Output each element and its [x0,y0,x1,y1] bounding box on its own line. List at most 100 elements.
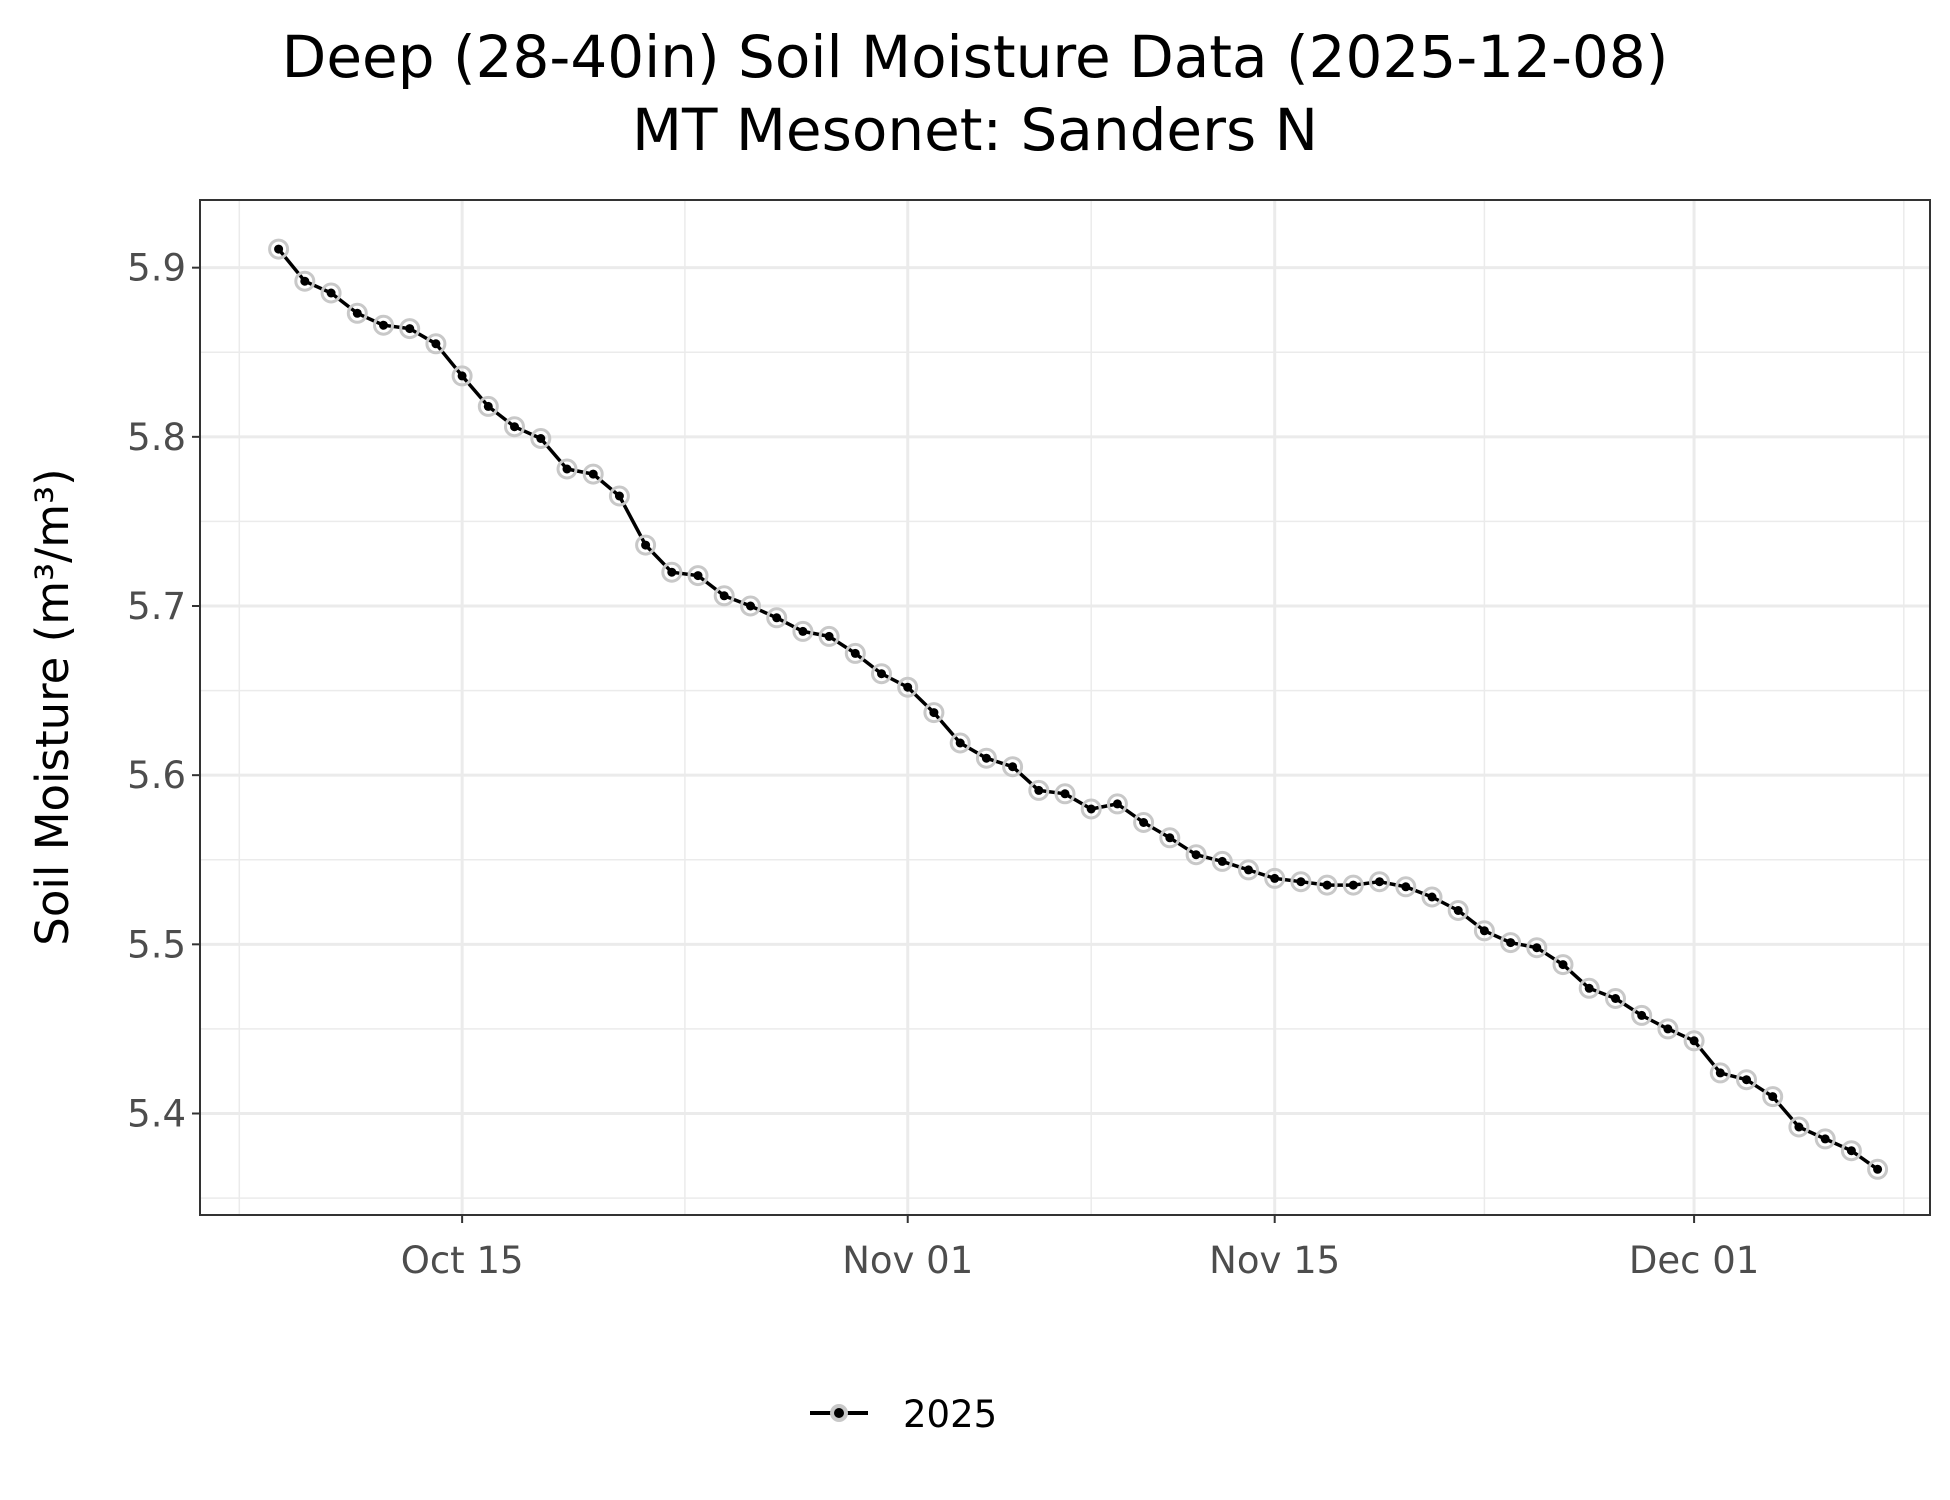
data-point-halo [582,463,604,485]
data-point [457,371,467,381]
plot-panel [200,200,1930,1215]
data-point [877,669,886,679]
data-point-halo [1814,1128,1836,1150]
data-point [1296,877,1306,887]
data-point-halo [477,395,499,417]
data-point [903,682,913,692]
chart-title: Deep (28-40in) Soil Moisture Data (2025-… [282,23,1669,91]
data-point-halo [1473,920,1495,942]
data-point [719,591,729,601]
data-point [955,738,965,748]
x-tick-label: Nov 15 [1209,1239,1340,1282]
data-point [510,422,519,432]
data-point-halo [1159,827,1181,849]
data-point-halo [451,365,473,387]
data-point [1375,877,1384,887]
data-point-halo [740,595,761,617]
data-point [352,308,362,318]
data-point-halo [1762,1086,1784,1108]
data-point-halo [1054,783,1076,805]
data-point [1715,1068,1725,1078]
data-point-halo [1421,886,1443,908]
data-point-halo [1867,1158,1889,1180]
chart-subtitle: MT Mesonet: Sanders N [632,96,1318,164]
data-point-halo [1840,1140,1862,1162]
plot-panel-border [199,199,1931,1216]
data-point-halo [294,270,316,292]
data-point-halo [635,534,657,556]
data-point-halo [1683,1030,1705,1052]
y-tick-label: 5.8 [127,416,186,459]
data-point-halo [1133,812,1155,833]
data-point-halo [1631,1004,1653,1026]
series-line [277,247,1879,1171]
data-point-halo [923,702,945,724]
data-point [667,567,677,577]
data-point [326,288,336,298]
data-point [1165,833,1175,843]
data-point [772,613,782,623]
data-point-halo [975,747,997,769]
data-point [1820,1134,1830,1144]
data-point-halo [844,642,866,664]
data-point-halo [425,333,447,355]
data-point-halo [1657,1018,1679,1040]
data-point [1506,938,1516,948]
data-point-halo [1211,850,1233,872]
data-point [1139,818,1149,827]
data-point-halo [1709,1062,1731,1084]
data-point-halo [1080,798,1102,820]
data-point [1558,960,1568,970]
data-point [1008,762,1018,772]
data-point [981,753,991,763]
legend-point-icon [834,1408,844,1418]
series-layer [268,238,1889,1180]
data-point [1794,1122,1804,1132]
data-point [693,571,703,581]
data-point-halo [1605,988,1626,1009]
data-point-halo [1106,793,1128,815]
data-point [1453,906,1463,915]
data-point [300,276,310,286]
data-point-halo [399,318,421,340]
data-point [1846,1146,1856,1156]
data-point [536,434,546,443]
data-point [798,626,808,636]
data-point-halo [1264,867,1286,889]
data-point-halo [346,302,368,324]
data-point-halo [713,585,735,607]
x-tick-label: Dec 01 [1629,1239,1759,1282]
y-tick-label: 5.4 [127,1093,186,1136]
data-point [929,708,939,718]
data-point [1611,994,1620,1003]
data-point-halo [504,416,525,438]
data-point [1034,785,1044,795]
data-point-halo [897,676,919,698]
data-point [1217,856,1227,866]
data-point [1532,943,1542,953]
data-point-halo [608,485,630,507]
data-point [1689,1036,1699,1046]
data-point [588,469,598,479]
data-point-halo [792,620,814,642]
data-point [1768,1092,1778,1102]
data-point-halo [687,565,709,587]
axis-layer: 5.4 5.5 5.6 5.7 5.8 5.9 Oct 15 Nov 01 Nov 15 Dec … [127,247,1759,1282]
data-point-halo [818,625,840,647]
data-point-halo [1788,1116,1810,1138]
data-point [405,324,415,334]
data-point [1637,1010,1647,1020]
data-point [1270,873,1280,883]
legend-label-2025: 2025 [903,1393,997,1436]
data-point-halo [1002,756,1024,778]
data-point [1479,926,1489,936]
data-point [1584,983,1594,993]
data-point-halo [1736,1069,1757,1091]
y-tick-label: 5.7 [127,585,186,628]
legend: 2025 [810,1393,997,1436]
data-point [1427,892,1437,902]
data-point-halo [1552,954,1574,976]
data-point [746,601,755,611]
x-tick-label: Nov 01 [842,1239,973,1282]
